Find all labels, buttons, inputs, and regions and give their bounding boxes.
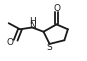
- Text: S: S: [47, 43, 52, 52]
- Text: O: O: [6, 38, 13, 47]
- Text: O: O: [53, 4, 60, 13]
- Text: H: H: [29, 17, 36, 26]
- Text: N: N: [29, 20, 36, 30]
